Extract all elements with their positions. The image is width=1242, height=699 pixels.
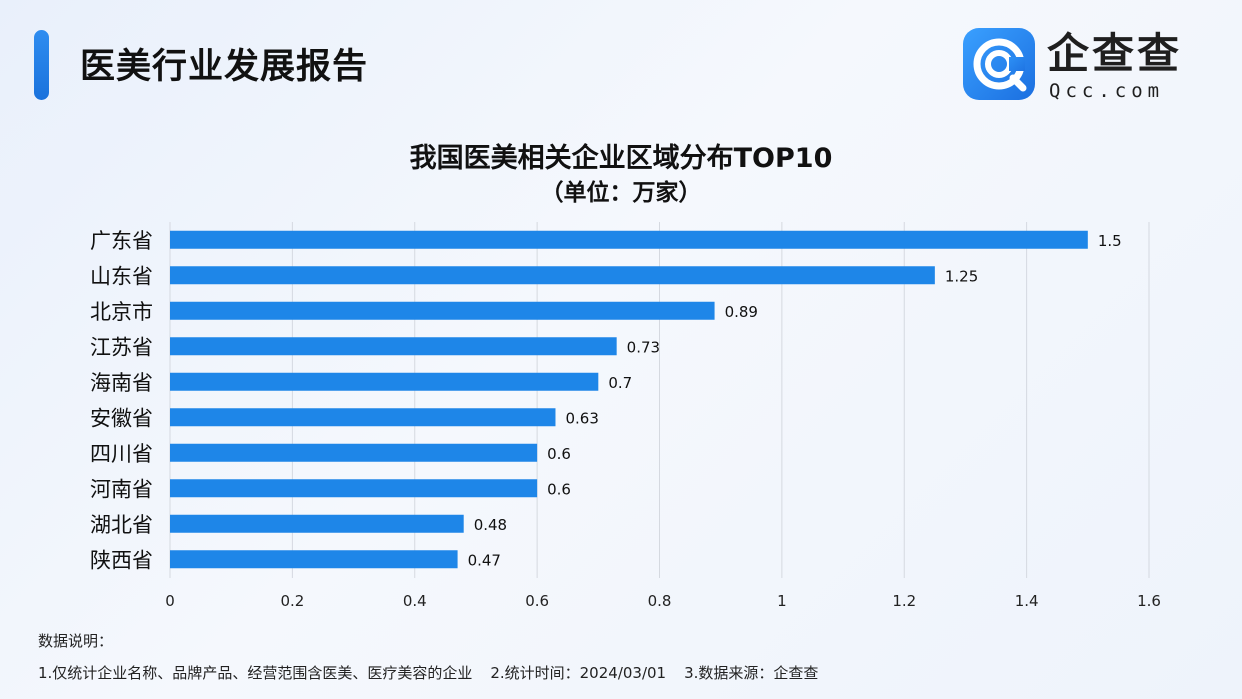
category-label: 山东省 [90,264,153,288]
bar [170,479,538,498]
x-tick-label: 0.6 [525,592,549,610]
note-item: 1.仅统计企业名称、品牌产品、经营范围含医美、医疗美容的企业 [38,664,473,682]
x-tick-label: 0.8 [648,592,672,610]
x-tick-label: 1.6 [1137,592,1161,610]
category-label: 北京市 [90,300,153,324]
x-tick-label: 1.2 [892,592,916,610]
category-label: 四川省 [90,442,153,466]
bar [170,266,935,285]
note-item: 2.统计时间：2024/03/01 [490,664,667,682]
x-tick-label: 1 [777,592,787,610]
bar [170,372,599,391]
category-label: 河南省 [90,477,153,501]
notes-list: 1.仅统计企业名称、品牌产品、经营范围含医美、医疗美容的企业 2.统计时间：20… [38,662,818,683]
brand-domain: Qcc.com [1049,80,1165,102]
value-label: 0.63 [565,409,598,427]
value-label: 0.7 [608,374,632,392]
value-label: 0.73 [627,338,660,356]
category-label: 安徽省 [90,406,153,430]
page-title: 医美行业发展报告 [80,47,369,87]
note-item: 3.数据来源：企查查 [684,664,819,682]
brand-name: 企查查 [1047,29,1183,78]
value-label: 0.6 [547,445,571,463]
category-label: 江苏省 [90,335,153,359]
category-label: 海南省 [90,371,153,395]
qcc-logo-icon [963,28,1035,100]
category-label: 陕西省 [90,548,153,572]
value-label: 0.89 [725,303,758,321]
brand-logo: 企查查 Qcc.com [963,28,1195,102]
value-label: 1.25 [945,267,978,285]
chart-title: 我国医美相关企业区域分布TOP10 [409,143,833,174]
bar [170,550,458,569]
x-tick-label: 1.4 [1015,592,1039,610]
bar [170,301,715,320]
chart-subtitle: （单位：万家） [540,180,702,206]
x-tick-label: 0.2 [280,592,304,610]
x-tick-label: 0.4 [403,592,427,610]
value-label: 1.5 [1098,232,1122,250]
notes-title: 数据说明： [38,632,114,650]
bar [170,337,617,356]
bar [170,443,538,462]
value-label: 0.6 [547,480,571,498]
value-label: 0.48 [474,516,507,534]
category-label: 广东省 [90,229,153,253]
bar [170,230,1088,249]
x-tick-label: 0 [165,592,175,610]
header-accent-bar [34,30,49,100]
value-label: 0.47 [468,551,501,569]
bar [170,408,556,427]
bar [170,514,464,533]
category-label: 湖北省 [90,513,153,537]
